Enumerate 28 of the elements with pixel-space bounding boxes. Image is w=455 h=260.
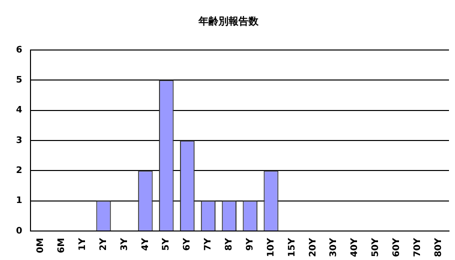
- y-tick-label: 4: [16, 106, 22, 116]
- y-tick-label: 3: [16, 136, 22, 146]
- x-tick-label: 0M: [36, 238, 46, 254]
- y-tick-label: 0: [16, 226, 22, 236]
- x-tick-label: 9Y: [245, 237, 256, 251]
- x-tick-label: 2Y: [98, 237, 109, 251]
- x-tick-label: 70Y: [412, 237, 423, 258]
- x-tick-label: 7Y: [204, 237, 214, 251]
- y-tick-label: 5: [16, 76, 22, 86]
- x-tick-label: 6Y: [182, 237, 193, 251]
- y-tick-label: 1: [16, 196, 22, 206]
- y-tick-label: 6: [16, 45, 22, 56]
- x-tick-label: 4Y: [140, 237, 151, 251]
- x-tick-label: 15Y: [287, 237, 298, 258]
- x-tick-label: 6M: [57, 238, 68, 254]
- x-tick-label: 10Y: [266, 237, 276, 258]
- x-tick-label: 80Y: [434, 237, 444, 258]
- x-tick-label: 8Y: [224, 237, 235, 251]
- x-tick-label: 20Y: [308, 237, 318, 258]
- x-tick-label: 30Y: [329, 237, 340, 258]
- y-tick-label: 2: [16, 166, 22, 176]
- x-tick-label: 1Y: [78, 237, 88, 251]
- x-tick-label: 60Y: [392, 237, 402, 258]
- x-tick-label: 40Y: [350, 237, 360, 258]
- x-tick-label: 3Y: [120, 237, 130, 251]
- x-tick-label: 50Y: [371, 237, 382, 258]
- chart-title: 年齢別報告数: [198, 16, 260, 28]
- x-tick-label: 5Y: [162, 237, 172, 251]
